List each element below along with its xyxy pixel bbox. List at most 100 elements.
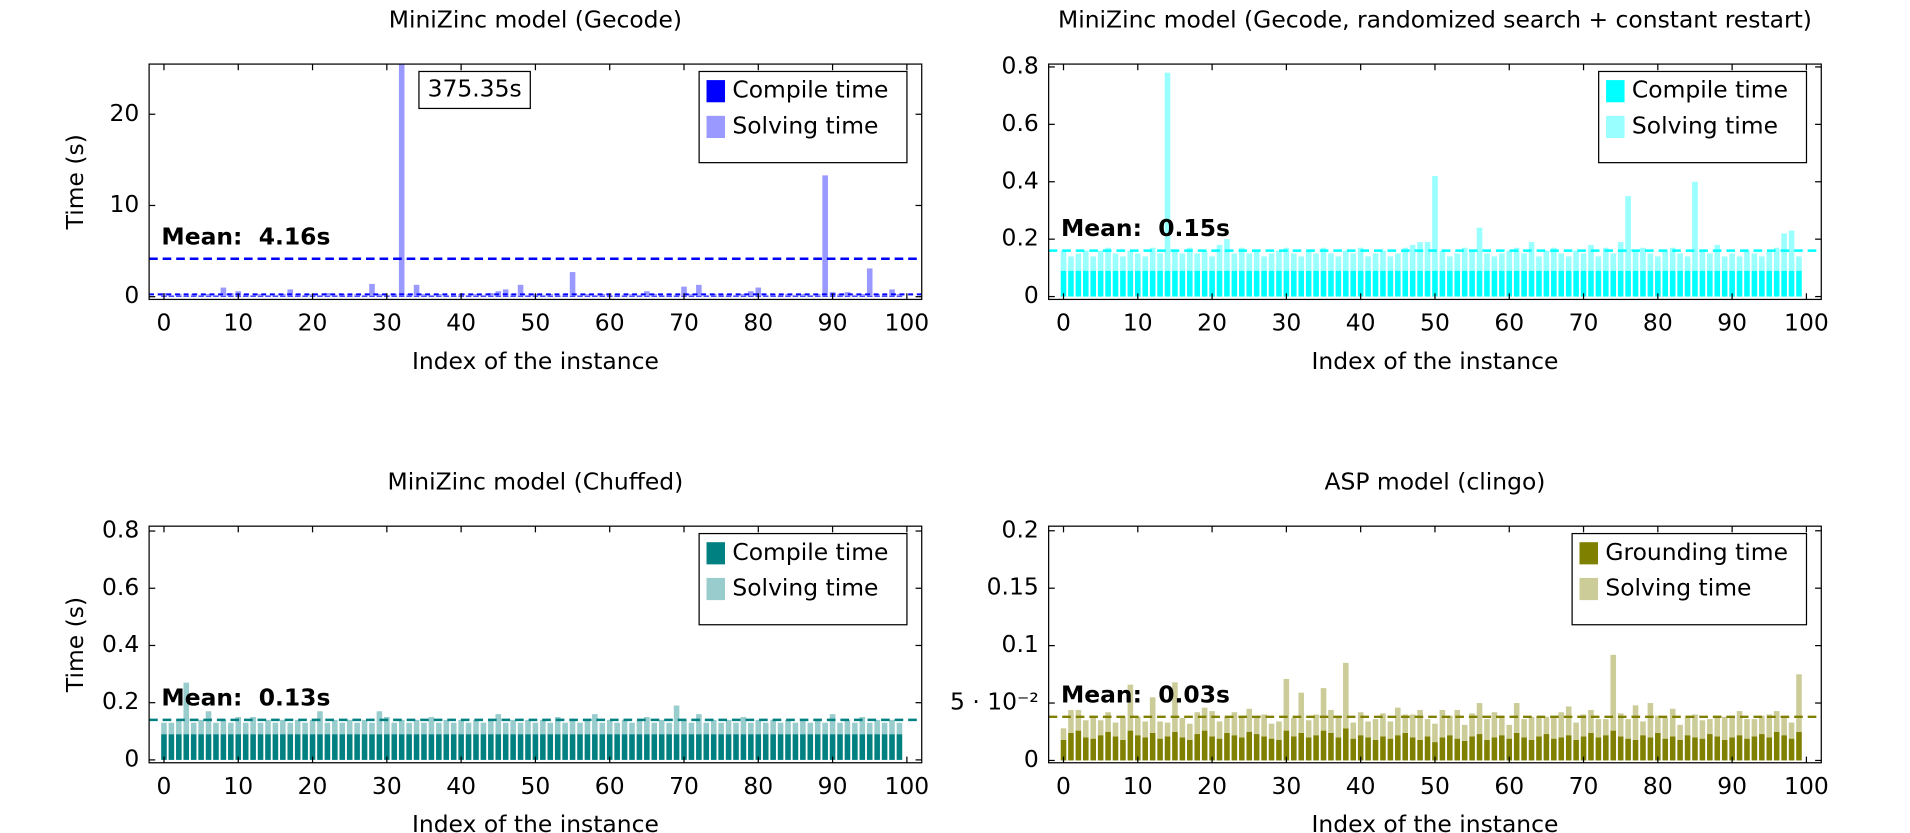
bar	[1766, 714, 1773, 738]
bar	[213, 722, 219, 735]
bar	[1632, 250, 1639, 271]
bar	[1283, 247, 1290, 271]
bar	[1692, 714, 1698, 738]
bar	[488, 719, 494, 735]
bar	[1677, 270, 1683, 297]
bar	[361, 295, 368, 297]
bar	[1528, 242, 1535, 271]
bar	[1239, 737, 1245, 761]
bar	[1506, 724, 1513, 739]
bar	[1625, 738, 1631, 761]
bar	[1298, 692, 1305, 733]
bar	[1149, 247, 1156, 271]
bar	[265, 734, 271, 760]
bar	[1632, 739, 1639, 761]
chart-title: ASP model (clingo)	[1325, 468, 1546, 496]
bar	[1142, 721, 1149, 738]
bar	[198, 734, 204, 760]
bar	[346, 719, 353, 735]
bar	[220, 295, 227, 297]
bar	[800, 295, 806, 297]
bar	[800, 734, 806, 760]
bar	[755, 734, 762, 760]
bar	[1075, 270, 1082, 297]
bar	[265, 295, 271, 297]
bar	[748, 295, 754, 297]
bar	[1313, 714, 1319, 736]
bar	[1135, 253, 1141, 271]
bar	[1127, 684, 1134, 731]
bar	[636, 734, 643, 760]
bar	[1075, 709, 1082, 731]
bar	[1239, 270, 1245, 297]
bar	[569, 734, 576, 760]
bar	[1513, 270, 1520, 297]
bar	[272, 722, 279, 735]
bar	[1551, 270, 1557, 297]
legend-swatch	[1606, 80, 1625, 103]
x-tick-label: 90	[1717, 309, 1747, 337]
bar	[1372, 253, 1379, 271]
panel: MiniZinc model (Chuffed) 0 10 20 30 40 50 60 70 8…	[61, 468, 929, 833]
bar	[874, 295, 880, 297]
bar	[287, 722, 294, 735]
bar	[1476, 270, 1483, 297]
bar	[1707, 719, 1713, 735]
x-tick-label: 30	[372, 772, 402, 800]
bar	[762, 734, 769, 760]
y-tick-label: 0.1	[1002, 630, 1039, 658]
bar	[1357, 735, 1364, 761]
bar	[1149, 697, 1156, 733]
bar	[1699, 250, 1706, 271]
bar	[1216, 270, 1223, 297]
bar	[733, 295, 739, 297]
bar	[495, 295, 502, 297]
bar	[1491, 256, 1498, 271]
x-tick-label: 50	[1420, 309, 1450, 337]
legend-label: Compile time	[732, 538, 888, 566]
bar	[1759, 270, 1765, 297]
x-tick-label: 100	[885, 772, 930, 800]
bar	[480, 295, 487, 297]
bar	[1447, 715, 1453, 736]
bar	[1484, 719, 1490, 740]
bar	[1640, 721, 1646, 736]
x-axis-label: Index of the instance	[412, 347, 659, 375]
bar	[577, 294, 583, 296]
bar	[1543, 250, 1550, 271]
bar	[748, 722, 754, 735]
bar	[688, 293, 695, 296]
y-tick-label: 0	[124, 744, 139, 772]
bar	[1246, 270, 1253, 297]
bar	[1194, 253, 1201, 271]
bar	[495, 714, 502, 735]
bar	[896, 722, 903, 735]
bar	[525, 719, 531, 735]
bar	[666, 295, 672, 297]
bar	[1335, 737, 1342, 761]
bar	[807, 294, 814, 296]
bar	[592, 714, 598, 735]
bar	[1164, 270, 1171, 297]
bar	[176, 295, 182, 297]
bar	[1447, 256, 1453, 271]
bar	[740, 734, 747, 760]
bar	[1573, 722, 1579, 740]
bar	[1060, 739, 1067, 761]
bar	[1060, 250, 1067, 271]
bar	[1387, 256, 1394, 271]
bar	[1744, 270, 1750, 297]
bar	[1610, 253, 1617, 271]
bar	[1632, 270, 1639, 297]
bar	[183, 734, 190, 760]
bar	[228, 295, 234, 297]
bar	[1788, 738, 1795, 761]
bar	[465, 734, 472, 760]
x-axis-label: Index of the instance	[1312, 810, 1559, 833]
bar	[1305, 250, 1312, 271]
bar	[703, 722, 710, 735]
bar	[1461, 247, 1468, 271]
bar	[1283, 270, 1290, 297]
bar	[488, 295, 494, 297]
bar	[577, 295, 583, 297]
